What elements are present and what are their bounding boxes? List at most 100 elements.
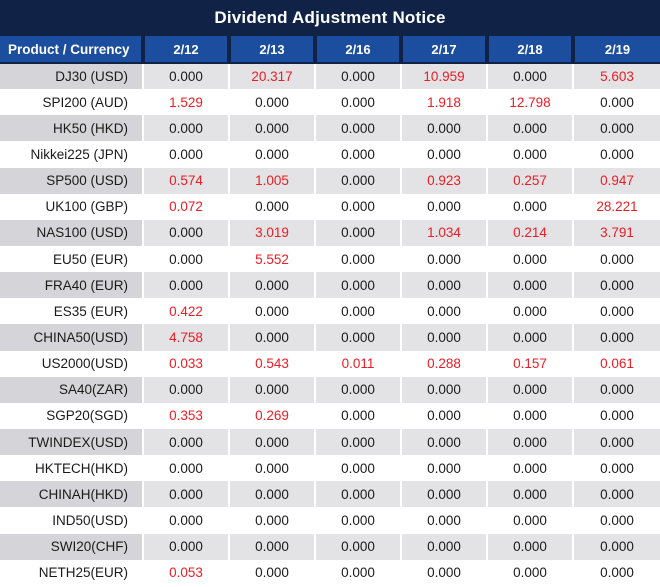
- value-cell: 0.000: [142, 115, 229, 142]
- value-cell: 0.000: [486, 402, 573, 429]
- value-cell: 0.000: [572, 376, 660, 403]
- value-cell: 0.000: [400, 533, 487, 560]
- value-cell: 0.000: [228, 115, 315, 142]
- value-cell: 5.552: [228, 245, 315, 273]
- value-cell: 20.317: [228, 63, 315, 90]
- product-cell: ES35 (EUR): [0, 298, 143, 325]
- value-cell: 0.000: [486, 507, 573, 534]
- value-cell: 0.033: [142, 350, 229, 377]
- product-cell: SP500 (USD): [0, 167, 143, 194]
- product-cell: NETH25(EUR): [0, 559, 143, 586]
- column-header-date: 2/18: [485, 36, 573, 64]
- value-cell: 0.000: [314, 89, 401, 116]
- value-cell: 0.000: [486, 298, 573, 325]
- table-row: NETH25(EUR) 0.053 0.000 0.000 0.000 0.000 0.00…: [0, 559, 660, 586]
- value-cell: 0.000: [400, 481, 487, 508]
- product-cell: SPI200 (AUD): [0, 89, 143, 116]
- value-cell: 0.000: [314, 167, 401, 194]
- value-cell: 0.000: [486, 324, 573, 351]
- table-row: US2000(USD) 0.033 0.543 0.011 0.288 0.157 0.06…: [0, 350, 660, 377]
- value-cell: 0.923: [400, 167, 487, 194]
- value-cell: 0.353: [142, 402, 229, 429]
- value-cell: 0.000: [228, 559, 315, 586]
- product-cell: Nikkei225 (JPN): [0, 141, 143, 168]
- value-cell: 0.000: [142, 63, 229, 90]
- value-cell: 3.791: [572, 219, 660, 246]
- product-cell: NAS100 (USD): [0, 219, 143, 246]
- value-cell: 0.000: [142, 272, 229, 299]
- table-row: IND50(USD) 0.000 0.000 0.000 0.000 0.000 0.000: [0, 507, 660, 534]
- value-cell: 0.000: [142, 481, 229, 508]
- value-cell: 0.000: [228, 272, 315, 299]
- value-cell: 12.798: [486, 89, 573, 116]
- product-cell: US2000(USD): [0, 350, 143, 377]
- value-cell: 0.000: [486, 193, 573, 220]
- column-header-date: 2/19: [571, 36, 660, 64]
- value-cell: 0.000: [572, 115, 660, 142]
- value-cell: 0.157: [486, 350, 573, 377]
- value-cell: 0.011: [314, 350, 401, 377]
- column-header-date: 2/13: [227, 36, 315, 64]
- value-cell: 0.000: [400, 272, 487, 299]
- table-row: Nikkei225 (JPN) 0.000 0.000 0.000 0.000 0.000…: [0, 141, 660, 168]
- table-row: SA40(ZAR) 0.000 0.000 0.000 0.000 0.000 0.000: [0, 376, 660, 403]
- table-row: CHINAH(HKD) 0.000 0.000 0.000 0.000 0.000 0.00…: [0, 481, 660, 508]
- value-cell: 0.000: [572, 559, 660, 586]
- value-cell: 0.053: [142, 559, 229, 586]
- value-cell: 0.000: [228, 376, 315, 403]
- table-row: EU50 (EUR) 0.000 5.552 0.000 0.000 0.000 0.000: [0, 245, 660, 273]
- value-cell: 0.000: [572, 402, 660, 429]
- value-cell: 0.000: [486, 63, 573, 90]
- value-cell: 0.000: [572, 481, 660, 508]
- table-row: FRA40 (EUR) 0.000 0.000 0.000 0.000 0.000 0.00…: [0, 272, 660, 299]
- value-cell: 0.000: [142, 245, 229, 273]
- product-cell: HKTECH(HKD): [0, 455, 143, 482]
- value-cell: 0.000: [228, 89, 315, 116]
- value-cell: 0.000: [314, 481, 401, 508]
- table-row: TWINDEX(USD) 0.000 0.000 0.000 0.000 0.000 0.0…: [0, 428, 660, 456]
- value-cell: 0.947: [572, 167, 660, 194]
- value-cell: 0.000: [314, 193, 401, 220]
- value-cell: 0.000: [572, 455, 660, 482]
- value-cell: 0.000: [572, 428, 660, 456]
- table-body: DJ30 (USD) 0.000 20.317 0.000 10.959 0.000 5.6…: [0, 63, 660, 586]
- header-row: Product / Currency 2/12 2/13 2/16 2/17 2/18 2…: [0, 36, 660, 64]
- table-row: SGP20(SGD) 0.353 0.269 0.000 0.000 0.000 0.000: [0, 402, 660, 429]
- value-cell: 0.257: [486, 167, 573, 194]
- value-cell: 0.000: [486, 141, 573, 168]
- value-cell: 0.000: [486, 245, 573, 273]
- value-cell: 0.000: [572, 507, 660, 534]
- value-cell: 0.000: [142, 376, 229, 403]
- value-cell: 0.000: [572, 324, 660, 351]
- value-cell: 0.000: [228, 455, 315, 482]
- value-cell: 0.000: [400, 324, 487, 351]
- value-cell: 0.000: [314, 533, 401, 560]
- column-header-product: Product / Currency: [0, 36, 143, 64]
- product-cell: CHINA50(USD): [0, 324, 143, 351]
- value-cell: 0.000: [400, 559, 487, 586]
- value-cell: 0.000: [486, 559, 573, 586]
- value-cell: 0.000: [486, 533, 573, 560]
- product-cell: SA40(ZAR): [0, 376, 143, 403]
- value-cell: 28.221: [572, 193, 660, 220]
- value-cell: 0.000: [486, 115, 573, 142]
- column-header-date: 2/16: [313, 36, 401, 64]
- value-cell: 0.000: [400, 115, 487, 142]
- value-cell: 1.005: [228, 167, 315, 194]
- page-title: Dividend Adjustment Notice: [214, 8, 446, 27]
- value-cell: 0.000: [314, 245, 401, 273]
- value-cell: 5.603: [572, 63, 660, 90]
- product-cell: CHINAH(HKD): [0, 481, 143, 508]
- value-cell: 0.000: [400, 245, 487, 273]
- product-cell: FRA40 (EUR): [0, 272, 143, 299]
- value-cell: 0.000: [486, 455, 573, 482]
- column-header-date: 2/17: [399, 36, 487, 64]
- title-bar: Dividend Adjustment Notice: [0, 0, 660, 36]
- value-cell: 0.000: [400, 298, 487, 325]
- table-row: DJ30 (USD) 0.000 20.317 0.000 10.959 0.000 5.6…: [0, 63, 660, 90]
- value-cell: 0.000: [572, 141, 660, 168]
- value-cell: 0.000: [314, 428, 401, 456]
- product-cell: IND50(USD): [0, 507, 143, 534]
- product-cell: UK100 (GBP): [0, 193, 143, 220]
- value-cell: 0.000: [228, 507, 315, 534]
